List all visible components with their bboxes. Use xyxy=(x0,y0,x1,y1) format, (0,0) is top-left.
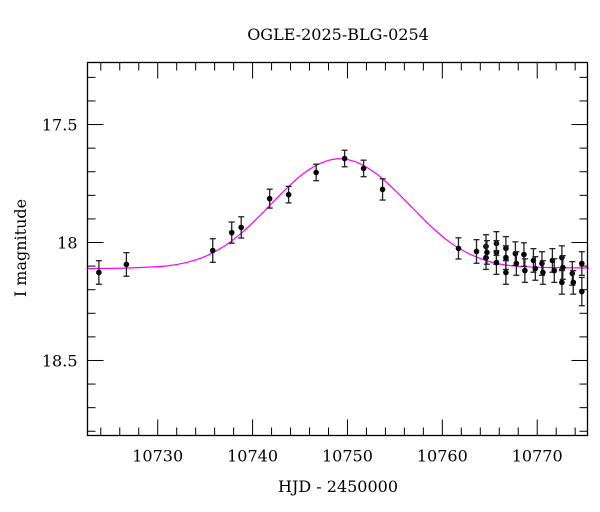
point-marker xyxy=(123,261,130,268)
point-marker xyxy=(455,245,462,252)
point-marker xyxy=(493,259,500,266)
data-point xyxy=(570,269,577,295)
x-tick-label: 10740 xyxy=(227,447,278,466)
point-marker xyxy=(522,267,528,274)
tick-labels: 10730 10740 10750 10760 10770 17.5 18 18.5 xyxy=(42,116,563,466)
point-marker xyxy=(484,249,490,256)
data-point xyxy=(95,260,102,285)
point-marker xyxy=(521,251,527,258)
point-marker xyxy=(513,260,520,267)
data-point xyxy=(285,185,292,204)
data-point xyxy=(228,221,235,244)
point-marker xyxy=(551,267,558,274)
axes xyxy=(87,62,588,436)
point-marker xyxy=(341,155,348,162)
data-point xyxy=(483,239,490,265)
data-point xyxy=(455,237,462,260)
data-point xyxy=(513,251,520,276)
point-marker xyxy=(473,248,480,255)
point-marker xyxy=(209,247,216,254)
data-point xyxy=(502,245,509,271)
point-marker xyxy=(313,169,319,176)
y-tick-label: 18.5 xyxy=(42,351,78,370)
data-point xyxy=(473,239,480,264)
x-axis-label: HJD - 2450000 xyxy=(278,477,398,496)
data-point xyxy=(559,255,566,280)
chart-title: OGLE-2025-BLG-0254 xyxy=(247,25,429,44)
data-point xyxy=(520,242,527,267)
point-marker xyxy=(532,265,539,272)
data-point xyxy=(532,256,539,281)
data-point xyxy=(558,269,565,295)
point-marker xyxy=(560,264,566,271)
x-tick-label: 10770 xyxy=(512,447,563,466)
point-marker xyxy=(483,254,489,261)
data-point xyxy=(482,245,489,271)
point-marker xyxy=(503,254,509,261)
data-point xyxy=(238,216,245,239)
plot-frame xyxy=(86,61,589,437)
y-tick-label: 18 xyxy=(57,234,77,253)
data-point xyxy=(578,276,585,307)
data-point xyxy=(521,258,528,284)
data-point xyxy=(209,238,216,263)
data-point xyxy=(313,163,320,182)
point-marker xyxy=(540,269,546,276)
y-tick-label: 17.5 xyxy=(42,116,78,135)
data-points-group xyxy=(95,149,585,307)
x-tick-label: 10760 xyxy=(417,447,468,466)
data-point xyxy=(578,251,585,276)
x-tick-label: 10750 xyxy=(322,447,373,466)
data-point xyxy=(493,250,500,276)
model-curve xyxy=(86,158,590,270)
data-point xyxy=(123,252,130,277)
point-marker xyxy=(379,186,386,193)
point-marker xyxy=(96,269,102,276)
point-marker xyxy=(266,195,273,202)
model-curve-group xyxy=(86,158,590,270)
data-point xyxy=(360,159,367,178)
data-point xyxy=(266,188,273,209)
point-marker xyxy=(228,229,235,236)
point-marker xyxy=(539,260,545,267)
data-point xyxy=(551,258,558,284)
data-point xyxy=(539,260,546,285)
x-tick-label: 10730 xyxy=(132,447,183,466)
point-marker xyxy=(285,191,292,198)
point-marker xyxy=(570,279,577,286)
point-marker xyxy=(579,288,585,295)
point-marker xyxy=(238,224,245,231)
point-marker xyxy=(503,269,509,276)
point-marker xyxy=(579,260,585,267)
y-axis-label: I magnitude xyxy=(11,199,30,297)
data-point xyxy=(379,178,386,201)
data-point xyxy=(341,149,348,168)
point-marker xyxy=(559,279,565,286)
point-marker xyxy=(569,270,576,277)
point-marker xyxy=(360,165,367,172)
